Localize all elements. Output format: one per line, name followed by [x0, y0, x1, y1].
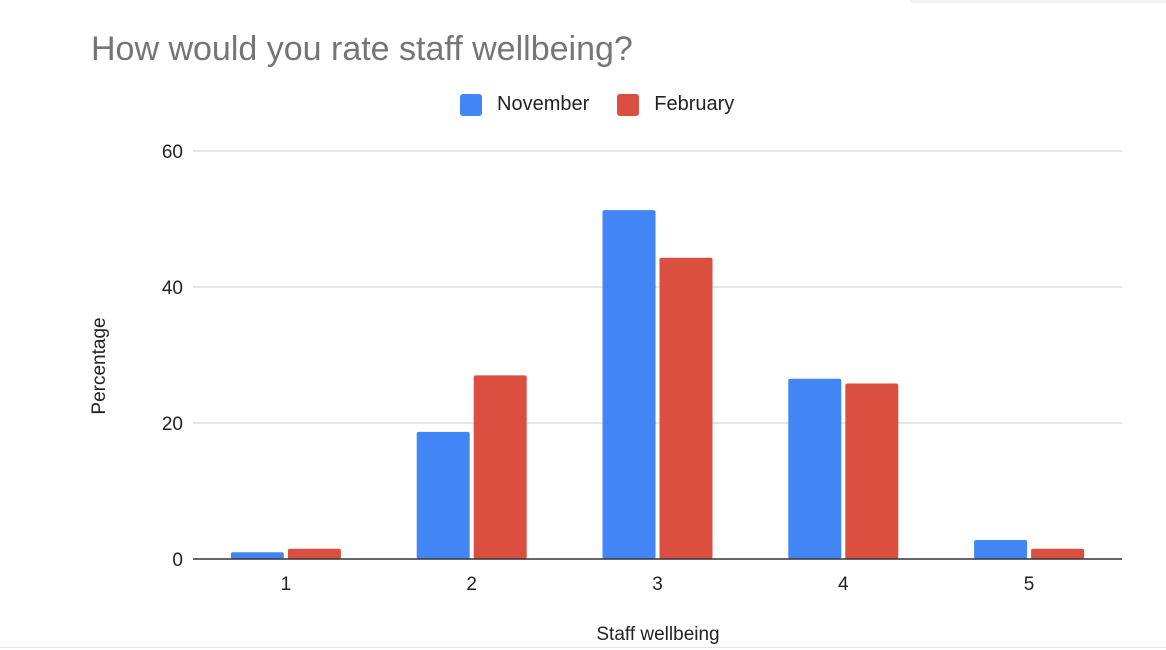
bottom-divider — [0, 647, 1166, 648]
y-tick-label: 40 — [162, 278, 183, 299]
legend-swatch-november — [460, 93, 482, 116]
top-right-corner-strip — [910, 0, 1166, 3]
bar-february-1 — [287, 548, 341, 559]
legend-item-november: November — [460, 93, 589, 116]
legend-swatch-february — [617, 93, 640, 116]
legend-label-february: February — [654, 93, 735, 115]
x-tick-label: 4 — [838, 574, 849, 595]
x-tick-label: 1 — [281, 574, 292, 595]
bar-february-5 — [1031, 548, 1085, 559]
x-tick-label: 5 — [1024, 574, 1035, 595]
x-axis-label: Staff wellbeing — [596, 624, 720, 645]
bar-february-4 — [845, 383, 899, 559]
bar-november-1 — [230, 552, 284, 559]
bar-november-2 — [416, 431, 470, 559]
bar-november-5 — [974, 539, 1028, 559]
y-tick-label: 20 — [162, 414, 183, 435]
legend-item-february: February — [617, 93, 734, 116]
chart-legend: November February — [460, 93, 762, 116]
y-axis-label: Percentage — [89, 317, 110, 415]
x-tick-label: 3 — [652, 574, 663, 595]
bar-november-3 — [602, 210, 656, 559]
y-tick-label: 60 — [162, 142, 183, 163]
chart-title: How would you rate staff wellbeing? — [91, 30, 633, 68]
bar-november-4 — [788, 378, 842, 559]
y-tick-label: 0 — [172, 550, 183, 571]
bar-february-3 — [659, 257, 713, 559]
legend-label-november: November — [497, 93, 590, 115]
bar-february-2 — [473, 375, 527, 559]
x-tick-label: 2 — [466, 574, 477, 595]
